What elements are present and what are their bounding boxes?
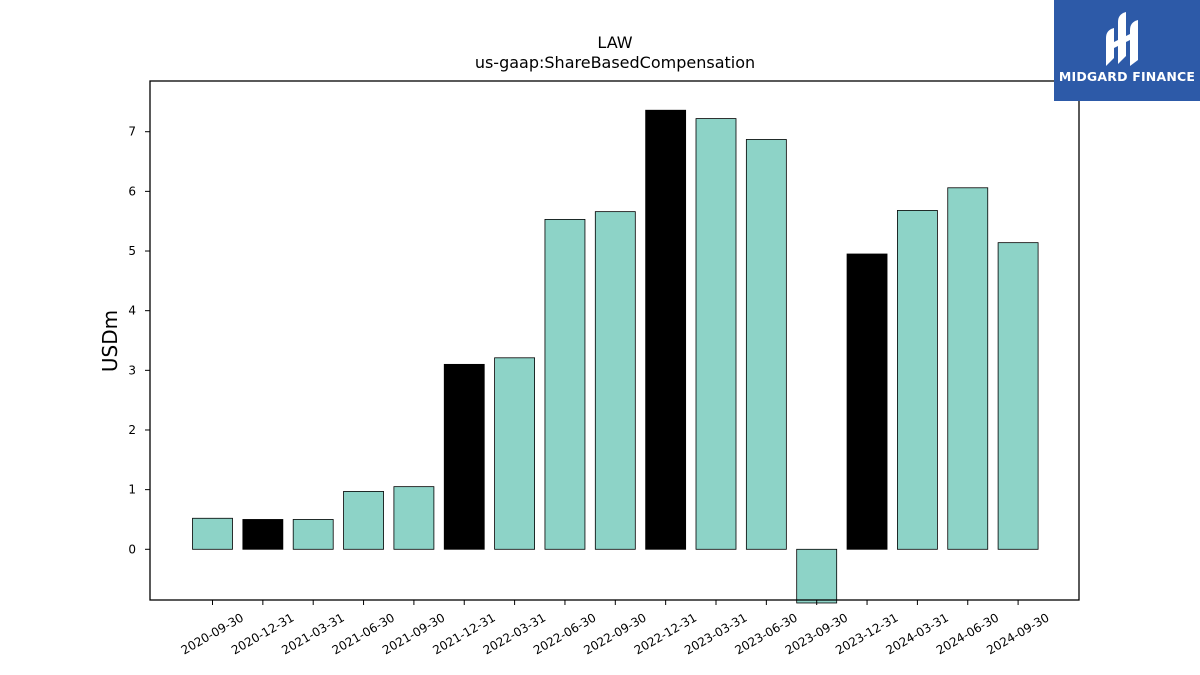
- bar-2021-06-30: [343, 491, 384, 550]
- y-axis: 0 1 2 3 4 5 6 7: [128, 125, 150, 556]
- brand-logo: MIDGARD FINANCE: [1054, 0, 1200, 101]
- bar-2022-12-31: [645, 109, 687, 550]
- bar-2024-03-31: [897, 210, 938, 550]
- bar-2023-09-30: [796, 548, 838, 604]
- y-axis-label: USDm: [98, 310, 122, 372]
- bar-2021-03-31: [292, 519, 334, 550]
- bar-2023-12-31: [846, 253, 888, 550]
- bar-2023-06-30: [745, 139, 787, 550]
- chart-title: LAW: [597, 33, 632, 52]
- y-tick-label: 0: [128, 542, 136, 556]
- bar-2020-09-30: [192, 517, 233, 550]
- brand-name: MIDGARD FINANCE: [1058, 69, 1196, 84]
- y-tick-label: 6: [128, 184, 136, 198]
- y-tick-label: 5: [128, 244, 136, 258]
- bar-2022-03-31: [494, 357, 536, 550]
- y-tick-label: 1: [128, 483, 136, 497]
- bar-2021-09-30: [393, 486, 435, 550]
- y-tick-label: 7: [128, 125, 136, 139]
- midgard-logo-icon: [1106, 12, 1138, 66]
- y-tick-label: 2: [128, 423, 136, 437]
- bar-2021-12-31: [443, 363, 485, 550]
- plot-frame: [149, 80, 1080, 601]
- bars-group: [192, 109, 1039, 604]
- x-axis: 2020-09-302020-12-312021-03-312021-06-30…: [179, 600, 1052, 657]
- bar-2023-03-31: [695, 118, 737, 550]
- bar-2022-06-30: [544, 218, 586, 550]
- bar-2024-06-30: [947, 187, 989, 550]
- bar-2022-09-30: [594, 211, 636, 550]
- bar-2024-09-30: [997, 242, 1039, 550]
- y-tick-label: 4: [128, 304, 136, 318]
- chart-subtitle: us-gaap:ShareBasedCompensation: [475, 53, 755, 72]
- y-tick-label: 3: [128, 363, 136, 377]
- bar-2020-12-31: [242, 519, 284, 550]
